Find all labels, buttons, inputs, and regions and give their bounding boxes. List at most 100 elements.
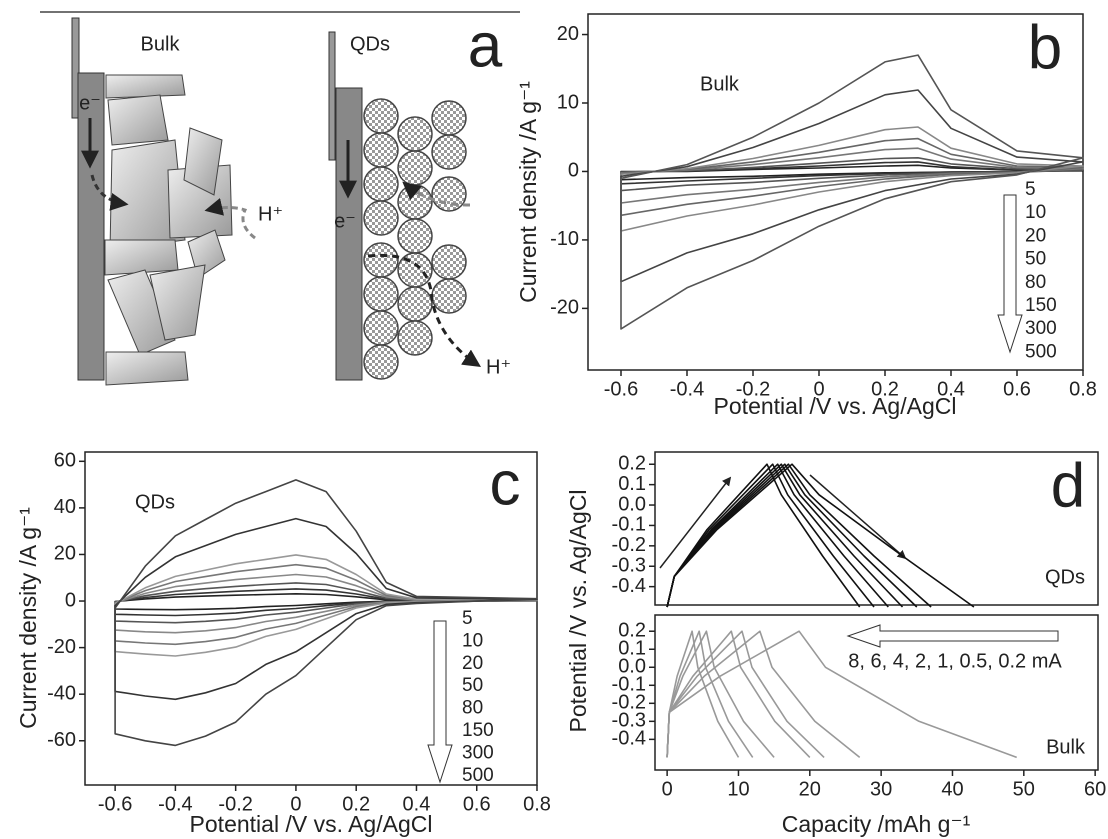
electrode bbox=[335, 87, 363, 381]
y-tick-label: -10 bbox=[550, 228, 579, 250]
current-collector bbox=[71, 17, 80, 119]
electron-label: e⁻ bbox=[79, 92, 101, 114]
y-tick-label: -0.1 bbox=[612, 514, 646, 536]
annotation: Bulk bbox=[1046, 736, 1086, 758]
series-line bbox=[114, 479, 538, 747]
series-line bbox=[666, 630, 1017, 759]
y-tick-label: 20 bbox=[557, 23, 579, 45]
x-tick-label: -0.6 bbox=[98, 793, 132, 815]
proton-path bbox=[204, 198, 256, 240]
y-tick-label: 0.1 bbox=[618, 638, 646, 660]
annotation: Bulk bbox=[700, 73, 740, 95]
plot-frame bbox=[654, 451, 1099, 606]
legend-entry: 50 bbox=[462, 675, 483, 696]
x-tick-label: 30 bbox=[870, 778, 892, 800]
y-tick-label: -20 bbox=[47, 636, 76, 658]
legend-entry: 10 bbox=[462, 630, 483, 651]
legend-entry: 50 bbox=[1025, 249, 1046, 270]
current-collector bbox=[328, 31, 336, 161]
legend-entry: 150 bbox=[462, 720, 494, 741]
x-tick-label: 0.8 bbox=[523, 793, 551, 815]
electron-path bbox=[90, 174, 129, 211]
x-tick-label: 0.4 bbox=[403, 793, 431, 815]
y-tick-label: 0.0 bbox=[618, 493, 646, 515]
y-tick-label: -60 bbox=[47, 729, 76, 751]
legend-entry: 5 bbox=[462, 608, 473, 629]
y-tick-label: -0.3 bbox=[612, 710, 646, 732]
bulk-blocks bbox=[104, 74, 233, 386]
quantum-dots bbox=[363, 98, 467, 380]
x-tick-label: 10 bbox=[727, 778, 749, 800]
x-tick-label: 0.2 bbox=[871, 378, 899, 400]
plot-frame bbox=[84, 451, 538, 786]
current-arrow bbox=[846, 624, 1059, 648]
x-tick-label: 20 bbox=[799, 778, 821, 800]
x-tick-label: -0.2 bbox=[736, 378, 770, 400]
y-tick-label: -40 bbox=[47, 682, 76, 704]
y-tick-label: -0.4 bbox=[612, 728, 646, 750]
y-tick-label: -0.4 bbox=[612, 575, 646, 597]
legend-entry: 500 bbox=[462, 765, 494, 786]
x-tick-label: -0.2 bbox=[218, 793, 252, 815]
legend-entry: 10 bbox=[1025, 202, 1046, 223]
charge-arrow bbox=[659, 476, 732, 569]
annotation: QDs bbox=[1045, 566, 1085, 588]
panel-label: d bbox=[1051, 451, 1085, 520]
series-line bbox=[666, 463, 875, 608]
legend-entry: 5 bbox=[1025, 179, 1036, 200]
y-tick-label: -0.2 bbox=[612, 692, 646, 714]
y-tick-label: 0.2 bbox=[618, 620, 646, 642]
legend-entry: 80 bbox=[1025, 272, 1046, 293]
y-tick-label: 40 bbox=[54, 496, 76, 518]
proton-label: H⁺ bbox=[486, 356, 511, 378]
plot-frame bbox=[654, 614, 1099, 771]
proton-label: H⁺ bbox=[258, 203, 283, 225]
x-tick-label: 0.8 bbox=[1069, 378, 1097, 400]
x-tick-label: -0.4 bbox=[158, 793, 192, 815]
y-tick-label: 60 bbox=[54, 450, 76, 472]
y-tick-label: -0.1 bbox=[612, 674, 646, 696]
legend-entry: 300 bbox=[1025, 318, 1057, 339]
legend-arrow bbox=[427, 620, 453, 784]
legend-entry: 150 bbox=[1025, 295, 1057, 316]
series-line bbox=[620, 54, 1084, 330]
series-line bbox=[620, 147, 1084, 204]
x-tick-label: 50 bbox=[1013, 778, 1035, 800]
y-tick-label: 0.1 bbox=[618, 473, 646, 495]
series-line bbox=[666, 463, 975, 608]
qds-title: QDs bbox=[350, 33, 390, 55]
legend-arrow bbox=[997, 194, 1023, 354]
y-tick-label: 0 bbox=[568, 160, 579, 182]
y-tick-label: -0.2 bbox=[612, 534, 646, 556]
electron-path bbox=[367, 253, 482, 367]
panel-label: a bbox=[468, 11, 503, 80]
diagram: Bulk e⁻ H⁺ QDs e⁻ H⁺ a bbox=[40, 11, 520, 386]
bulk-title: Bulk bbox=[141, 33, 181, 55]
panel-label: b bbox=[1028, 13, 1062, 82]
x-tick-label: -0.6 bbox=[604, 378, 638, 400]
series-line bbox=[620, 137, 1084, 217]
y-tick-label: 0.2 bbox=[618, 453, 646, 475]
x-tick-label: 60 bbox=[1084, 778, 1106, 800]
y-tick-label: -0.3 bbox=[612, 555, 646, 577]
legend-entry: 500 bbox=[1025, 341, 1057, 362]
y-tick-label: 10 bbox=[557, 91, 579, 113]
legend-entry: 20 bbox=[462, 653, 483, 674]
y-tick-label: -20 bbox=[550, 297, 579, 319]
x-tick-label: 0.6 bbox=[1003, 378, 1031, 400]
x-tick-label: 0 bbox=[290, 793, 301, 815]
series-line bbox=[620, 89, 1084, 283]
series-line bbox=[620, 126, 1084, 232]
annotation: QDs bbox=[135, 491, 175, 513]
x-tick-label: 0 bbox=[813, 378, 824, 400]
y-tick-label: 20 bbox=[54, 543, 76, 565]
x-axis-label: Potential /V vs. Ag/AgCl bbox=[714, 393, 957, 419]
y-axis-label: Current density /A g⁻¹ bbox=[515, 81, 541, 303]
x-tick-label: -0.4 bbox=[670, 378, 704, 400]
y-tick-label: 0 bbox=[65, 589, 76, 611]
plot-frame bbox=[587, 13, 1084, 371]
x-tick-label: 40 bbox=[941, 778, 963, 800]
x-axis-label: Capacity /mAh g⁻¹ bbox=[782, 811, 971, 837]
